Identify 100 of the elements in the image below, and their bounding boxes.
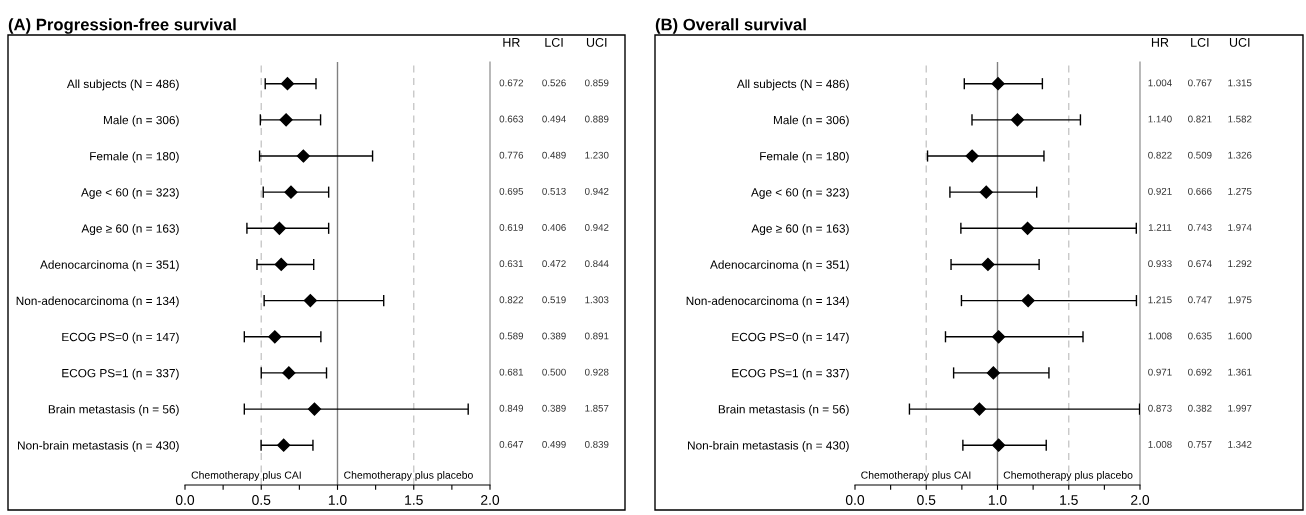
text: UCI xyxy=(586,37,607,47)
data-label: 0.822 xyxy=(1148,151,1172,159)
data-label: 0.589 xyxy=(499,332,524,340)
data-label: 0.849 xyxy=(499,404,524,412)
y-tick-label: Adenocarcinoma (n = 351) xyxy=(40,260,179,272)
point xyxy=(979,185,993,199)
point xyxy=(992,438,1006,452)
point xyxy=(992,330,1006,344)
data-label: 0.681 xyxy=(499,368,524,376)
text: 0.839 xyxy=(584,440,609,448)
data-label: 1.004 xyxy=(1148,79,1172,87)
data-label: 1.008 xyxy=(1148,440,1172,448)
y-tick-label: Age ≥ 60 (n = 163) xyxy=(751,224,849,236)
text: 0.489 xyxy=(542,151,566,159)
y-tick-label: Non-brain metastasis (n = 430) xyxy=(688,440,849,452)
text: 0.513 xyxy=(542,187,566,195)
y-tick-label: Brain metastasis (n = 56) xyxy=(48,404,179,416)
point xyxy=(965,149,979,163)
point xyxy=(1021,294,1035,308)
point xyxy=(268,330,282,344)
text: 0.499 xyxy=(542,440,566,448)
y-tick-label: ECOG PS=0 (n = 147) xyxy=(732,332,849,344)
y-tick-label: Non-brain metastasis (n = 430) xyxy=(18,440,179,452)
text: HR xyxy=(1151,38,1169,47)
text: 0.747 xyxy=(1188,296,1212,304)
text: 0.889 xyxy=(584,115,609,123)
text: 0.757 xyxy=(1188,440,1212,448)
point xyxy=(303,294,317,308)
text: 1.974 xyxy=(1228,224,1252,231)
point xyxy=(284,185,298,199)
y-tick-label: ECOG PS=0 (n = 147) xyxy=(62,332,179,344)
text: 0.692 xyxy=(1188,368,1212,376)
data-label: 0.873 xyxy=(1148,404,1172,412)
point xyxy=(296,149,310,163)
y-tick-label: Female (n = 180) xyxy=(760,151,849,163)
text: 1.975 xyxy=(1228,296,1252,304)
x-tick-label: 2.0 xyxy=(481,495,500,505)
point xyxy=(991,77,1005,91)
x-tick-label: 1.5 xyxy=(1060,495,1078,505)
data-label: 1.008 xyxy=(1148,332,1172,340)
x-tick-label: 0.5 xyxy=(252,495,271,505)
y-tick-label: All subjects (N = 486) xyxy=(736,79,849,91)
data-label: 0.663 xyxy=(499,115,524,123)
point xyxy=(280,77,295,91)
text: 1.997 xyxy=(1228,404,1252,412)
annotation: Chemotherapy plus CAI xyxy=(191,471,301,481)
text: 1.600 xyxy=(1228,332,1252,340)
y-tick-label: Non-adenocarcinoma (n = 134) xyxy=(16,296,179,308)
data-label: 1.211 xyxy=(1148,224,1172,231)
annotation: Chemotherapy plus placebo xyxy=(1003,471,1133,481)
text: 1.303 xyxy=(585,296,609,304)
data-label: 0.971 xyxy=(1148,368,1172,376)
y-tick-label: ECOG PS=1 (n = 337) xyxy=(62,368,179,380)
point xyxy=(307,402,322,416)
text: 0.844 xyxy=(584,260,609,268)
data-label: 0.647 xyxy=(499,440,524,448)
y-tick-label: Age < 60 (n = 323) xyxy=(751,187,849,199)
data-label: 0.933 xyxy=(1148,260,1172,268)
text: 1.230 xyxy=(585,151,609,159)
annotation: Chemotherapy plus CAI xyxy=(861,471,971,481)
point xyxy=(274,257,288,272)
data-label: 0.822 xyxy=(499,296,524,304)
text: 0.767 xyxy=(1188,79,1212,87)
point xyxy=(282,366,296,380)
text: 0.389 xyxy=(542,332,566,340)
text: 1.342 xyxy=(1228,440,1252,448)
point xyxy=(279,113,293,127)
text: 0.942 xyxy=(584,224,609,231)
x-tick-label: 2.0 xyxy=(1131,495,1150,505)
text: 1.361 xyxy=(1228,368,1252,376)
text: 0.928 xyxy=(584,368,609,376)
text: 0.891 xyxy=(584,332,609,340)
text: 1.582 xyxy=(1228,115,1252,123)
y-tick-label: Brain metastasis (n = 56) xyxy=(718,404,849,416)
point xyxy=(277,438,291,452)
text: 0.526 xyxy=(542,79,566,87)
text: 0.859 xyxy=(584,79,609,87)
text: 0.942 xyxy=(584,187,609,195)
text: 0.666 xyxy=(1188,187,1212,195)
x-tick-label: 0.5 xyxy=(917,495,936,505)
data-label: 0.672 xyxy=(499,79,524,87)
data-label: 0.776 xyxy=(499,151,524,159)
x-tick-label: 0.0 xyxy=(175,495,195,505)
text: 0.821 xyxy=(1188,115,1212,123)
chart-title: (A) Progression-free survival xyxy=(8,18,236,34)
annotation: Chemotherapy plus placebo xyxy=(344,471,473,481)
y-tick-label: Male (n = 306) xyxy=(773,115,849,127)
y-tick-label: Age < 60 (n = 323) xyxy=(81,187,179,199)
chart-title: (B) Overall survival xyxy=(655,18,806,34)
point xyxy=(1010,113,1025,127)
text: UCI xyxy=(1229,37,1250,47)
data-label: 0.921 xyxy=(1148,187,1172,195)
text: 1.326 xyxy=(1228,151,1252,159)
text: 0.406 xyxy=(542,224,566,231)
point xyxy=(972,402,986,416)
x-tick-label: 1.0 xyxy=(988,495,1007,505)
y-tick-label: Age ≥ 60 (n = 163) xyxy=(81,224,179,236)
text: HR xyxy=(503,38,520,47)
text: 0.674 xyxy=(1188,260,1212,268)
point xyxy=(272,221,286,235)
